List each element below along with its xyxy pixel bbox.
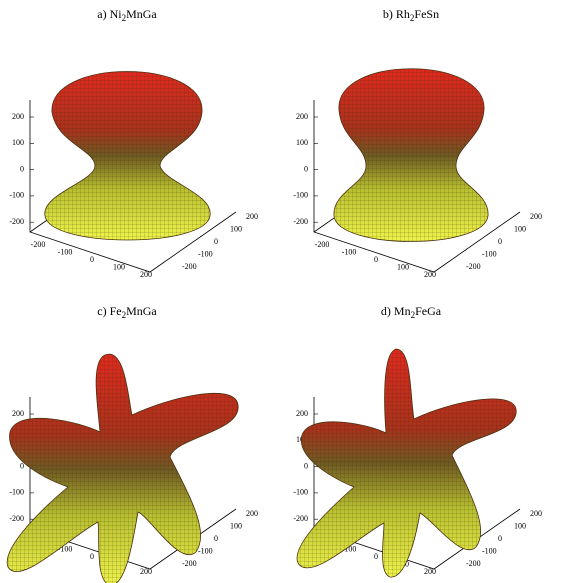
- z-tick-label: -200: [293, 217, 308, 226]
- x-tick-label: 100: [397, 262, 409, 271]
- title-text: d) Mn: [381, 304, 411, 318]
- panel: c) Fe2MnGa2001000-100-200-200-1000100200…: [6, 304, 258, 583]
- x-tick-label: -100: [58, 247, 73, 256]
- z-tick-label: 100: [12, 138, 24, 147]
- surface-mesh: [44, 71, 211, 240]
- x-tick-label: -100: [342, 247, 357, 256]
- z-tick-label: -100: [9, 191, 24, 200]
- z-tick-label: -100: [9, 488, 24, 497]
- panel-title: c) Fe2MnGa: [97, 304, 157, 320]
- y-tick-label: -200: [466, 559, 481, 568]
- x-tick-label: 0: [90, 552, 94, 561]
- panel-title: b) Rh2FeSn: [383, 7, 439, 23]
- x-tick-label: 200: [424, 567, 436, 576]
- panel: a) Ni2MnGa2001000-100-200-200-1000100200…: [9, 7, 258, 279]
- y-tick-label: 0: [214, 534, 218, 543]
- y-tick-label: 200: [530, 212, 542, 221]
- y-tick-label: 200: [246, 212, 258, 221]
- surface-mesh: [333, 68, 489, 242]
- y-tick-label: 100: [230, 224, 242, 233]
- z-tick-label: 0: [20, 461, 24, 470]
- y-tick-label: 100: [514, 224, 526, 233]
- y-tick-label: 200: [246, 509, 258, 518]
- surface-mesh: [297, 349, 517, 578]
- title-text: FeGa: [415, 304, 442, 318]
- title-text: FeSn: [414, 7, 439, 21]
- y-tick-label: -100: [198, 249, 213, 258]
- y-tick-label: -200: [182, 559, 197, 568]
- panel-title: a) Ni2MnGa: [97, 7, 157, 23]
- panel: d) Mn2FeGa2001000-100-200-200-1000100200…: [293, 304, 542, 578]
- z-tick-label: 0: [20, 164, 24, 173]
- y-tick-label: 100: [230, 521, 242, 530]
- title-subscript: 2: [410, 13, 415, 23]
- x-tick-label: 100: [113, 262, 125, 271]
- x-tick-label: -100: [58, 544, 73, 553]
- title-subscript: 2: [122, 13, 127, 23]
- z-tick-label: 200: [296, 409, 308, 418]
- z-tick-label: -100: [293, 191, 308, 200]
- z-tick-label: -200: [9, 217, 24, 226]
- y-tick-label: -200: [182, 262, 197, 271]
- x-tick-label: 200: [424, 270, 436, 279]
- title-text: MnGa: [126, 304, 157, 318]
- z-tick-label: -200: [293, 514, 308, 523]
- y-tick-label: -100: [482, 546, 497, 555]
- z-tick-label: -200: [9, 514, 24, 523]
- z-tick-label: 200: [12, 112, 24, 121]
- x-tick-label: 0: [90, 255, 94, 264]
- title-text: b) Rh: [383, 7, 410, 21]
- surface-mesh: [7, 354, 239, 583]
- y-tick-label: 0: [498, 237, 502, 246]
- z-tick-label: 0: [304, 164, 308, 173]
- z-tick-label: 0: [304, 461, 308, 470]
- y-tick-label: -100: [482, 249, 497, 258]
- x-tick-label: 200: [140, 270, 152, 279]
- z-tick-label: -100: [293, 488, 308, 497]
- panel-title: d) Mn2FeGa: [381, 304, 442, 320]
- panel: b) Rh2FeSn2001000-100-200-200-1000100200…: [293, 7, 542, 279]
- x-tick-label: 0: [374, 255, 378, 264]
- title-text: MnGa: [126, 7, 157, 21]
- x-tick-label: -200: [31, 240, 46, 249]
- z-tick-label: 200: [296, 112, 308, 121]
- title-subscript: 2: [411, 310, 416, 320]
- title-subscript: 2: [122, 310, 127, 320]
- y-tick-label: 100: [514, 521, 526, 530]
- y-tick-label: 0: [214, 237, 218, 246]
- x-tick-label: 0: [374, 552, 378, 561]
- title-text: a) Ni: [97, 7, 122, 21]
- x-tick-label: -200: [315, 240, 330, 249]
- y-tick-label: -200: [466, 262, 481, 271]
- z-tick-label: 100: [296, 138, 308, 147]
- y-tick-label: -100: [198, 546, 213, 555]
- z-tick-label: 200: [12, 409, 24, 418]
- x-tick-label: 200: [140, 567, 152, 576]
- y-tick-label: 0: [498, 534, 502, 543]
- title-text: c) Fe: [97, 304, 121, 318]
- y-tick-label: 200: [530, 509, 542, 518]
- x-tick-label: -100: [342, 544, 357, 553]
